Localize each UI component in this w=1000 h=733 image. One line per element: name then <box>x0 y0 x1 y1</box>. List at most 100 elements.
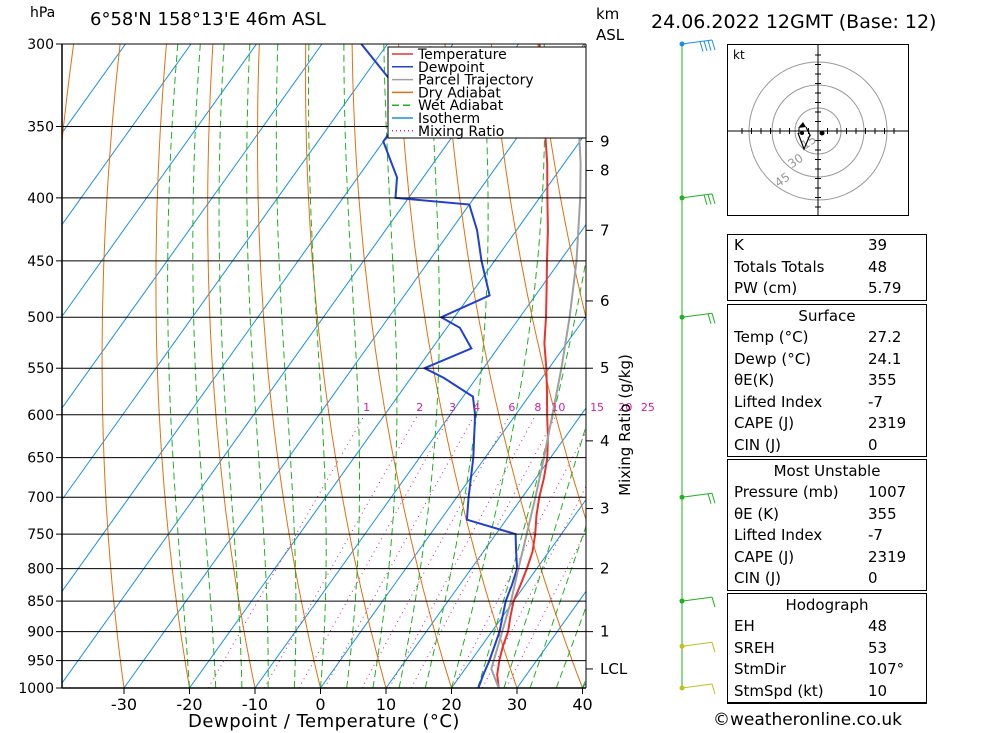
mixing-ratio-value-label: 15 <box>590 401 604 414</box>
row-label: θE(K) <box>734 371 775 389</box>
mixing-ratio-value-label: 25 <box>641 401 655 414</box>
mixing-ratio-axis-label: Mixing Ratio (g/kg) <box>616 354 634 496</box>
legend-entry-label: Dewpoint <box>418 60 485 76</box>
isotherm-line <box>254 223 586 688</box>
row-value: 39 <box>868 236 888 254</box>
wind-barb-staff <box>681 683 713 689</box>
wind-barb-flag <box>711 683 716 695</box>
hodograph-arrow <box>798 122 806 128</box>
row-value: 107° <box>868 660 905 678</box>
dry-adiabat-line <box>490 44 586 522</box>
footer-credit: ©weatheronline.co.uk <box>713 710 903 730</box>
wind-barb <box>679 39 716 52</box>
table-row: CAPE (J) 2319 <box>728 547 926 569</box>
table-row: CIN (J) 0 <box>728 568 926 590</box>
height-km-label: LCL <box>600 660 628 678</box>
table-row: CIN (J) 0 <box>728 435 926 457</box>
wet-adiabat-line <box>192 44 217 688</box>
pressure-unit-label: hPa <box>30 5 56 21</box>
table-section-title: Hodograph <box>785 596 869 614</box>
wind-barb <box>679 193 716 206</box>
dry-adiabat-line <box>398 44 518 688</box>
row-label: CAPE (J) <box>734 547 795 566</box>
location-title: 6°58'N 158°13'E 46m ASL <box>90 9 326 30</box>
row-label: θE (K) <box>734 504 779 523</box>
wind-barb-flag <box>703 194 708 206</box>
hodograph-ring-label: 30 <box>785 151 806 171</box>
temperature-tick-label: 40 <box>572 695 592 714</box>
hodograph-unit-label: kt <box>733 48 745 62</box>
dry-adiabat-line <box>996 26 1000 688</box>
isotherm-line <box>451 498 586 688</box>
wet-adiabat-line <box>275 44 297 688</box>
wind-barb-staff <box>681 492 713 498</box>
dry-adiabat-line <box>155 44 190 688</box>
wind-barb-flag <box>711 642 716 653</box>
wind-barb-flag <box>703 40 708 52</box>
row-value: 48 <box>868 617 888 635</box>
height-km-label: 4 <box>600 432 610 450</box>
hodograph-trace <box>797 126 811 151</box>
series-temperature-line <box>496 44 549 688</box>
table-section-title: Most Unstable <box>773 462 881 480</box>
row-label: PW (cm) <box>734 279 798 297</box>
legend-box <box>387 46 587 139</box>
table-section: Hodograph EH 48 SREH 53 StmDir 107° StmSpd (kt)… <box>728 594 926 703</box>
dry-adiabat-line <box>537 44 586 320</box>
pressure-tick-label: 950 <box>27 654 54 670</box>
row-value: 1007 <box>868 483 907 501</box>
height-km-label: 2 <box>600 560 610 578</box>
isotherm-line <box>320 315 586 688</box>
legend-entry-label: Isotherm <box>418 111 480 127</box>
mixing-ratio-line <box>361 414 511 688</box>
mixing-ratio-value-label: 2 <box>416 401 423 414</box>
table-row: θE (K) 355 <box>728 504 926 526</box>
row-value: 0 <box>868 569 878 587</box>
series-dewpoint-line <box>360 44 519 688</box>
temperature-tick-label: 30 <box>507 695 527 714</box>
wind-barb-staff <box>681 39 713 45</box>
table-section: Surface Temp (°C) 27.2 Dewp (°C) 24.1 θE(K) 35… <box>728 305 926 457</box>
wet-adiabat-line <box>477 257 586 688</box>
height-km-label: 5 <box>600 359 610 377</box>
pressure-tick-label: 750 <box>27 527 54 543</box>
table-row: θE(K) 355 <box>728 370 926 392</box>
row-value: 2319 <box>868 414 907 432</box>
mixing-ratio-value-label: 4 <box>473 401 480 414</box>
temperature-tick-label: -20 <box>176 695 202 714</box>
mixing-ratio-value-label: 3 <box>449 401 456 414</box>
isotherm-line <box>62 44 388 501</box>
hodograph-table: Hodograph EH 48 SREH 53 StmDir 107° StmSpd (kt)… <box>727 593 927 704</box>
wet-adiabat-line <box>218 44 243 688</box>
wind-barb-flag <box>711 313 716 324</box>
wind-barb-flag <box>707 313 712 324</box>
row-label: K <box>734 236 744 254</box>
row-label: EH <box>734 617 755 635</box>
height-km-label: 8 <box>600 161 610 179</box>
wind-barb-staff <box>681 641 713 647</box>
table-row: Lifted Index -7 <box>728 392 926 414</box>
wind-barb <box>679 683 716 695</box>
mixing-ratio-value-label: 1 <box>363 401 370 414</box>
table-row: Pressure (mb) 1007 <box>728 482 926 504</box>
mixing-ratio-value-label: 6 <box>508 401 515 414</box>
temperature-tick-label: -30 <box>111 695 137 714</box>
pressure-tick-label: 650 <box>27 451 54 467</box>
table-row: Lifted Index -7 <box>728 525 926 547</box>
wind-barb-flag <box>699 41 704 52</box>
wet-adiabat-line <box>503 424 586 688</box>
legend-entry-label: Parcel Trajectory <box>418 73 534 89</box>
table-row: Dewp (°C) 24.1 <box>728 349 926 371</box>
wind-barb-flag <box>711 39 716 51</box>
indices-table: K 39 Totals Totals 48 PW (cm) 5.79 <box>727 234 927 301</box>
hodograph-mean-wind <box>800 131 804 135</box>
row-label: CIN (J) <box>734 569 782 587</box>
table-row: PW (cm) 5.79 <box>728 278 926 300</box>
wind-barb-staff <box>681 193 713 199</box>
wind-barb-flag <box>707 493 712 504</box>
wind-barb-flag <box>711 596 716 608</box>
wet-adiabat-line <box>167 44 190 688</box>
wind-barb-flag <box>711 493 716 504</box>
wet-adiabat-line <box>246 44 269 688</box>
row-value: 53 <box>868 638 888 657</box>
